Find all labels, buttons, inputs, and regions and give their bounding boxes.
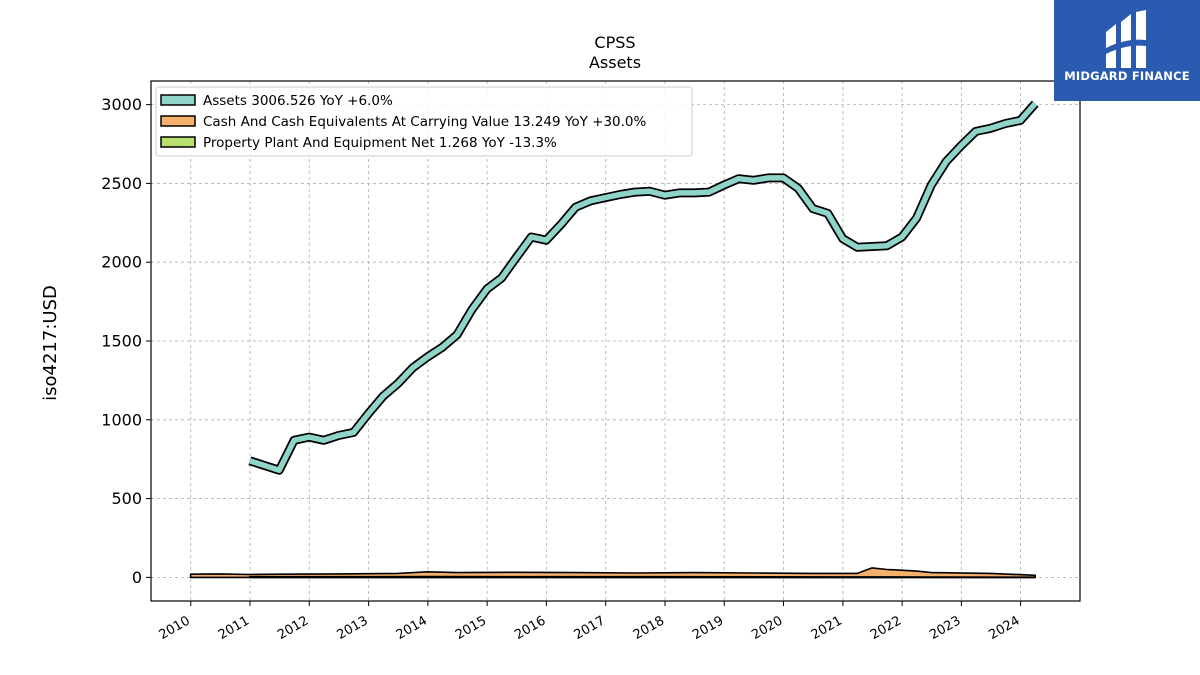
x-tick-label: 2010 (157, 613, 193, 643)
legend-entry-0: Assets 3006.526 YoY +6.0% (203, 93, 393, 109)
x-tick-label: 2017 (572, 613, 608, 643)
y-tick-label: 2000 (101, 253, 142, 272)
x-tick-label: 2014 (394, 613, 430, 643)
logo-text: MIDGARD FINANCE (1064, 69, 1190, 83)
legend: Assets 3006.526 YoY +6.0% Cash And Cash E… (155, 86, 693, 157)
y-axis-label: iso4217:USD (40, 285, 61, 401)
brand-logo: MIDGARD FINANCE (1054, 0, 1200, 101)
x-tick-label: 2016 (512, 613, 548, 643)
legend-entry-2: Property Plant And Equipment Net 1.268 Y… (203, 135, 557, 151)
legend-swatch-2 (160, 136, 196, 148)
series-area-1 (189, 567, 1036, 579)
x-tick-label: 2011 (216, 613, 252, 643)
y-tick-label: 1500 (101, 332, 142, 351)
x-tick-label: 2022 (868, 613, 904, 643)
x-tick-label: 2019 (690, 613, 726, 643)
y-tick-label: 2500 (101, 174, 142, 193)
legend-swatch-0 (160, 94, 196, 106)
x-tick-label: 2023 (927, 613, 963, 643)
grid (151, 81, 1080, 601)
x-tick-label: 2020 (749, 613, 785, 643)
legend-box (155, 86, 693, 157)
y-tick-label: 0 (132, 568, 142, 587)
x-tick-label: 2018 (631, 613, 667, 643)
y-tick-label: 1000 (101, 410, 142, 429)
logo-mark-icon (1106, 10, 1146, 68)
legend-swatch-1 (160, 115, 196, 127)
x-tick-label: 2024 (986, 613, 1022, 643)
y-tick-label: 3000 (101, 95, 142, 114)
series-band-0 (248, 101, 1038, 473)
x-tick-label: 2012 (275, 613, 311, 643)
x-tick-label: 2015 (453, 613, 489, 643)
x-tick-label: 2013 (334, 613, 370, 643)
chart-subtitle: Assets (589, 53, 641, 72)
axes: 0 500 1000 1500 2000 2500 3000 2010 2011 2012 2013… (101, 95, 1022, 643)
y-tick-label: 500 (111, 489, 142, 508)
x-tick-label: 2021 (809, 613, 845, 643)
series-area-2 (249, 575, 1036, 579)
chart-title: CPSS (594, 33, 635, 52)
series-layer (189, 100, 1039, 579)
legend-entry-1: Cash And Cash Equivalents At Carrying Va… (203, 114, 647, 130)
